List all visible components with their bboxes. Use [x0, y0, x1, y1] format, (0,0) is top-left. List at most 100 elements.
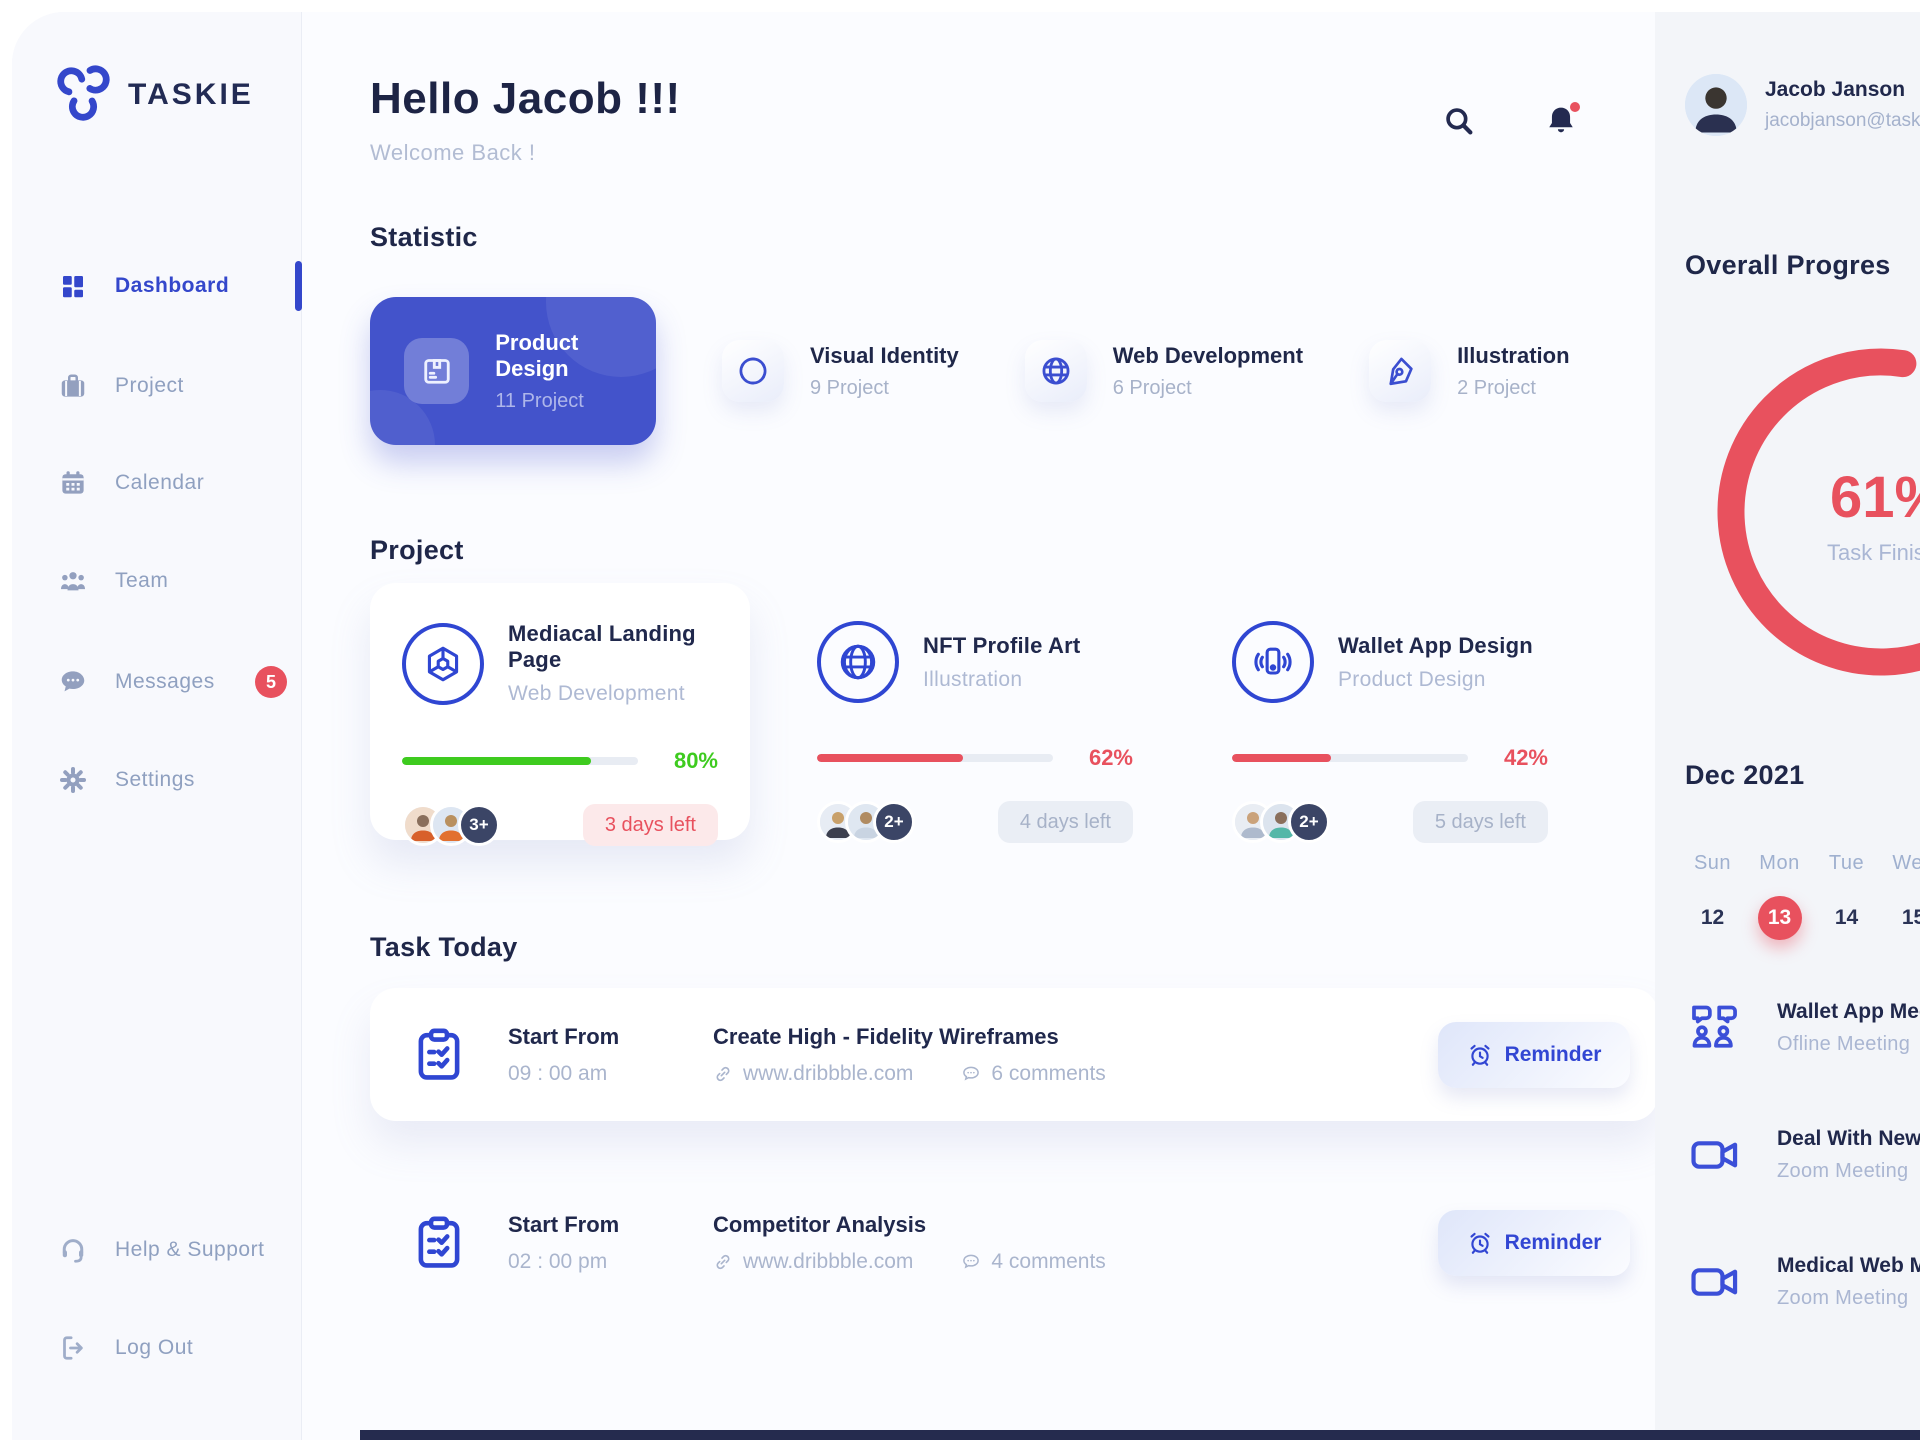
member-avatars: 2+ [1232, 801, 1330, 843]
stat-count: 6 Project [1112, 376, 1192, 399]
task-row[interactable]: Start From 09 : 00 am Create High - Fide… [370, 988, 1658, 1121]
people-meeting-icon [1692, 1005, 1737, 1048]
logout-icon [63, 1336, 83, 1360]
progress-fill [402, 757, 591, 765]
meeting-item[interactable]: Deal With New Zoom Meeting [1687, 1127, 1920, 1183]
overall-percent: 61% [1830, 465, 1920, 530]
day-name: Wed [1892, 852, 1920, 874]
task-row[interactable]: Start From 02 : 00 pm Competitor Analysi… [370, 1176, 1658, 1309]
project-card-category: Product Design [1338, 667, 1486, 691]
meeting-type: Ofline Meeting [1777, 1033, 1911, 1055]
sidebar-item-calendar[interactable]: Calendar [12, 455, 301, 511]
stat-count: 9 Project [810, 376, 889, 399]
calendar-date-selected[interactable]: 13 [1746, 896, 1813, 940]
chat-icon [61, 671, 85, 692]
days-left-pill: 5 days left [1412, 801, 1548, 843]
sidebar-item-project[interactable]: Project [12, 358, 301, 414]
sidebar-item-label: Dashboard [115, 274, 230, 297]
clipboard-icon [418, 1216, 460, 1268]
task-comments[interactable]: 4 comments [961, 1250, 1106, 1274]
sidebar-item-help[interactable]: Help & Support [12, 1222, 301, 1278]
project-card-title: Mediacal Landing Page [508, 621, 696, 672]
sidebar-item-logout[interactable]: Log Out [12, 1320, 301, 1376]
sidebar-item-label: Settings [115, 768, 195, 791]
task-today-title: Task Today [370, 932, 518, 962]
meeting-type: Zoom Meeting [1777, 1287, 1909, 1309]
sidebar-item-messages[interactable]: Messages 5 [12, 654, 301, 710]
clipboard-icon [418, 1028, 460, 1080]
brand-name: TASKIE [128, 78, 254, 111]
notifications-bell[interactable] [1544, 102, 1580, 138]
meeting-item[interactable]: Wallet App Mee Ofline Meeting [1687, 1000, 1920, 1056]
member-avatars: 2+ [817, 801, 915, 843]
sidebar-item-team[interactable]: Team [12, 553, 301, 609]
right-panel: Jacob Janson jacobjanson@task Overall Pr… [1655, 12, 1920, 1440]
calendar-date[interactable]: 12 [1700, 906, 1725, 929]
progress-fill [1232, 754, 1332, 762]
task-link[interactable]: www.dribbble.com [713, 1250, 913, 1274]
progress-track [402, 757, 638, 765]
link-icon [716, 1066, 730, 1081]
profile[interactable]: Jacob Janson jacobjanson@task [1685, 74, 1920, 136]
project-card-nft[interactable]: NFT Profile Art Illustration 62% 2+ 4 da… [785, 583, 1165, 843]
task-comments[interactable]: 6 comments [961, 1062, 1106, 1086]
meeting-item[interactable]: Medical Web M Zoom Meeting [1687, 1254, 1920, 1310]
project-title: Project [370, 535, 464, 565]
notification-dot [1570, 102, 1580, 112]
search-icon[interactable] [1442, 104, 1476, 138]
more-members-badge: 2+ [1288, 801, 1330, 843]
hexagon-network-icon [402, 622, 484, 705]
progress-percent: 62% [1088, 745, 1133, 770]
task-title: Create High - Fidelity Wireframes [713, 1023, 1059, 1049]
comment-icon [963, 1066, 980, 1081]
statistic-row: Product Design 11 Project [370, 297, 1655, 445]
user-avatar [1685, 74, 1747, 136]
task-start-label: Start From [508, 1211, 620, 1237]
calendar-date[interactable]: 14 [1834, 906, 1859, 929]
overall-progress-title: Overall Progres [1685, 250, 1891, 280]
bottom-edge-bar [360, 1430, 1920, 1440]
meeting-type: Zoom Meeting [1777, 1160, 1909, 1182]
sidebar-item-dashboard[interactable]: Dashboard [12, 258, 302, 314]
alarm-clock-icon [1470, 1044, 1490, 1066]
wireframe-globe-icon [817, 621, 899, 703]
days-left-pill: 3 days left [582, 804, 718, 846]
welcome-text: Welcome Back ! [370, 140, 536, 165]
calendar-date[interactable]: 15 [1901, 906, 1920, 929]
overall-progress-ring [1711, 342, 1920, 682]
briefcase-icon [61, 374, 85, 397]
main-content: Hello Jacob !!! Welcome Back ! Statistic [302, 12, 1658, 1440]
stat-title: Web Development [1112, 342, 1304, 368]
alarm-clock-icon [1470, 1232, 1490, 1254]
stat-card-web-development[interactable]: Web Development 6 Project [1024, 340, 1304, 402]
project-card-wallet[interactable]: Wallet App Design Product Design 42% 2+ … [1200, 583, 1580, 843]
sidebar: TASKIE Dashboard Project [12, 12, 302, 1440]
sidebar-item-label: Log Out [115, 1336, 194, 1359]
progress-fill [817, 754, 964, 762]
project-card-category: Web Development [508, 682, 685, 705]
profile-email: jacobjanson@task [1765, 110, 1920, 131]
stat-title: Visual Identity [810, 342, 959, 368]
reminder-button[interactable]: Reminder [1438, 1209, 1630, 1276]
phone-vibrate-icon [1232, 621, 1314, 703]
pen-nib-icon [1369, 340, 1432, 402]
statistic-title: Statistic [370, 222, 478, 252]
page-title: Hello Jacob !!! [370, 74, 681, 123]
stat-card-illustration[interactable]: Illustration 2 Project [1369, 340, 1570, 402]
reminder-button[interactable]: Reminder [1438, 1021, 1630, 1088]
calendar-day-names: Sun Mon Tue Wed [1679, 852, 1920, 875]
sidebar-item-settings[interactable]: Settings [12, 752, 301, 808]
task-link[interactable]: www.dribbble.com [713, 1062, 913, 1086]
stat-card-visual-identity[interactable]: Visual Identity 9 Project [722, 340, 959, 402]
more-members-badge: 3+ [458, 804, 500, 846]
sidebar-item-label: Project [115, 374, 184, 397]
stat-card-product-design[interactable]: Product Design 11 Project [370, 297, 656, 445]
overall-caption: Task Finis [1827, 540, 1920, 565]
video-camera-icon [1691, 1141, 1738, 1169]
team-icon [61, 572, 85, 591]
project-card-mediacal[interactable]: Mediacal Landing Page Web Development 80… [370, 583, 750, 846]
app-frame: TASKIE Dashboard Project [12, 12, 1920, 1440]
profile-name: Jacob Janson [1765, 78, 1906, 101]
progress-track [1232, 754, 1468, 762]
gear-icon [60, 767, 86, 793]
